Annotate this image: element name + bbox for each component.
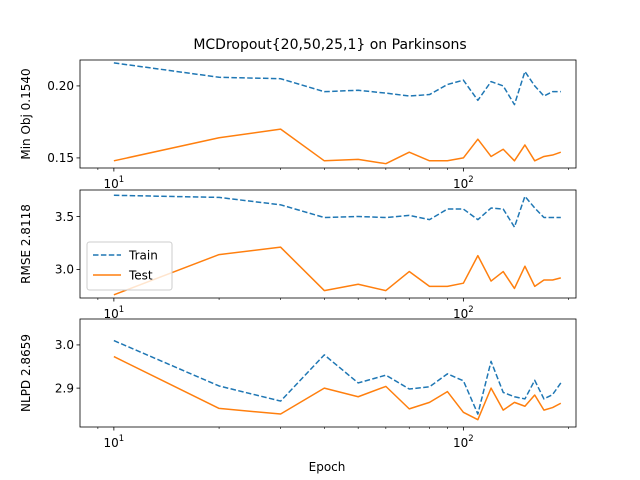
panels: 0.15 0.20 Min Obj 0.1540 101 102 3.0 3.5 RMSE 2… — [19, 59, 577, 450]
x-tick-label: 101 — [104, 434, 125, 450]
panel-1: 0.15 0.20 Min Obj 0.1540 101 102 — [19, 59, 577, 191]
series-line-train-panel-3 — [113, 339, 562, 415]
x-tick-label: 102 — [453, 175, 474, 191]
y-tick-label: 3.0 — [55, 263, 74, 277]
y-tick-label: 0.20 — [47, 79, 74, 93]
x-tick-label: 101 — [104, 305, 125, 321]
x-axis-label: Epoch — [309, 460, 346, 474]
y-axis-label-panel-2: RMSE 2.8118 — [19, 204, 33, 284]
y-axis-label-panel-3: NLPD 2.8659 — [19, 334, 33, 412]
axes-frame-panel-3 — [79, 318, 577, 428]
panel-2: 3.0 3.5 RMSE 2.8118 101 102 Train Test — [19, 189, 577, 321]
chart-title: MCDropout{20,50,25,1} on Parkinsons — [193, 37, 466, 53]
legend-label-train: Train — [128, 248, 158, 262]
y-tick-label: 3.5 — [55, 210, 74, 224]
series-line-test-panel-2 — [113, 246, 561, 296]
legend: Train Test — [86, 241, 173, 291]
y-tick-label: 2.9 — [55, 381, 74, 395]
axes-frame-panel-1 — [79, 59, 577, 169]
y-tick-label: 3.0 — [55, 338, 74, 352]
axes-frame-panel-2 — [79, 189, 577, 299]
x-tick-label: 101 — [104, 175, 125, 191]
x-tick-label: 102 — [453, 434, 474, 450]
legend-label-test: Test — [128, 268, 153, 282]
series-line-train-panel-1 — [113, 62, 561, 106]
x-tick-label: 102 — [453, 305, 474, 321]
y-tick-label: 0.15 — [47, 151, 74, 165]
series-line-test-panel-1 — [113, 128, 562, 165]
panel-3: 2.9 3.0 NLPD 2.8659 101 102 — [19, 318, 577, 450]
y-axis-label-panel-1: Min Obj 0.1540 — [19, 68, 33, 159]
legend-frame — [86, 241, 173, 291]
series-line-test-panel-3 — [113, 355, 562, 421]
